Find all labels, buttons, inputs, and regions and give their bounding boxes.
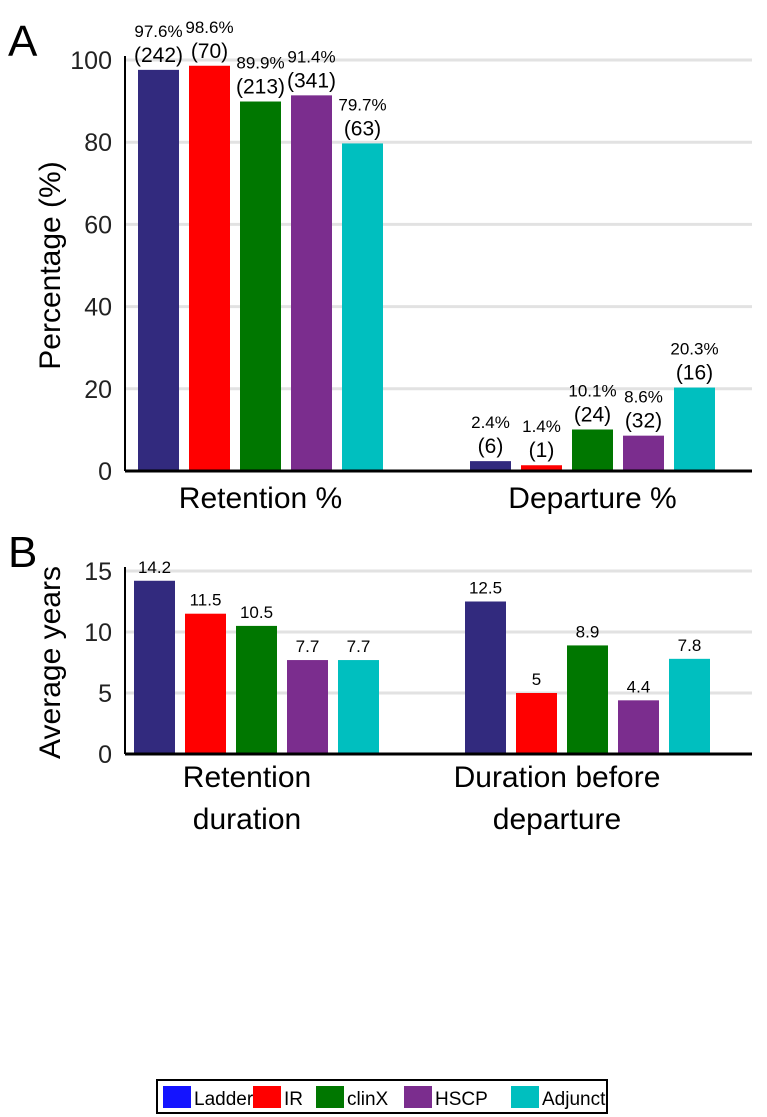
y-tick-label: 40 (84, 294, 112, 322)
category-label: Retention % (179, 482, 342, 515)
y-tick-label: 20 (84, 376, 112, 404)
data-label-count: (341) (287, 69, 336, 92)
y-tick-label: 10 (84, 619, 112, 647)
bar (338, 660, 379, 754)
bar (291, 95, 332, 471)
legend-swatch (511, 1086, 539, 1108)
data-label-count: (1) (529, 439, 555, 462)
data-label: 4.4 (627, 677, 651, 696)
category-label: duration (193, 803, 301, 836)
y-axis-label: Percentage (%) (34, 161, 67, 369)
data-label: 11.5 (190, 591, 222, 610)
bar (618, 700, 659, 754)
data-label-percent: 97.6% (134, 22, 182, 41)
data-label-percent: 98.6% (185, 18, 233, 37)
legend-swatch (316, 1086, 344, 1108)
y-tick-label: 80 (84, 129, 112, 157)
data-label-count: (70) (191, 40, 228, 63)
bar (287, 660, 328, 754)
bar (669, 658, 710, 754)
legend-label: clinX (347, 1089, 389, 1110)
y-tick-label: 0 (98, 741, 112, 769)
data-label: 14.2 (138, 558, 171, 577)
data-label-percent: 1.4% (522, 417, 561, 436)
bar (465, 601, 506, 754)
panel-letter: B (8, 528, 37, 577)
legend-swatch (253, 1086, 281, 1108)
data-label-count: (32) (625, 410, 662, 433)
bar (521, 465, 562, 471)
bar (623, 435, 664, 471)
y-axis-label: Average years (34, 566, 67, 759)
data-label: 8.9 (576, 622, 600, 641)
data-label: 7.7 (347, 637, 371, 656)
legend: Ladder IR clinX HSCP Adjunct (156, 1079, 608, 1114)
data-label-count: (6) (478, 435, 504, 458)
legend-swatch (163, 1086, 191, 1108)
legend-swatch (404, 1086, 432, 1108)
bar (189, 65, 230, 471)
bar (470, 461, 511, 471)
category-label: Departure % (508, 482, 676, 515)
data-label-count: (63) (344, 117, 381, 140)
y-tick-label: 0 (98, 458, 112, 486)
category-label: departure (493, 803, 621, 836)
y-tick-label: 60 (84, 211, 112, 239)
data-label-percent: 89.9% (236, 54, 284, 73)
data-label-count: (24) (574, 403, 611, 426)
legend-label: IR (284, 1089, 303, 1110)
data-label-count: (242) (134, 44, 183, 67)
data-label-percent: 79.7% (338, 95, 386, 114)
bar (516, 693, 557, 754)
y-tick-label: 100 (70, 47, 112, 75)
bar (342, 143, 383, 472)
data-label: 7.8 (678, 636, 702, 655)
data-label-percent: 8.6% (624, 388, 663, 407)
legend-label: Ladder (194, 1089, 254, 1110)
bar (674, 387, 715, 471)
y-tick-label: 15 (84, 558, 112, 586)
data-label-count: (213) (236, 76, 285, 99)
panel-b: B 0 5 10 15 Average years 14.2 11.5 10.5 7.7 7.7 12… (8, 528, 752, 836)
data-label: 10.5 (240, 603, 273, 622)
y-tick-label: 5 (98, 680, 112, 708)
data-label-percent: 2.4% (471, 413, 510, 432)
data-label-count: (16) (676, 362, 713, 385)
bar (134, 580, 175, 754)
category-label: Duration before (454, 761, 661, 794)
bar (185, 613, 226, 754)
data-label: 7.7 (296, 637, 320, 656)
data-label: 12.5 (469, 579, 502, 598)
category-label: Retention (183, 761, 311, 794)
panel-a: A 0 20 40 60 80 100 Percentage (%) 97.6% (242)98.… (8, 17, 752, 515)
data-label-percent: 91.4% (287, 47, 335, 66)
data-label: 5 (532, 670, 541, 689)
bar (138, 69, 179, 471)
legend-label: Adjunct (542, 1089, 606, 1110)
bar (240, 101, 281, 472)
legend-label: HSCP (435, 1089, 488, 1110)
panel-letter: A (8, 17, 38, 66)
bar (567, 645, 608, 754)
bar (236, 625, 277, 754)
bar (572, 429, 613, 471)
data-label-percent: 20.3% (670, 340, 718, 359)
data-label-percent: 10.1% (568, 381, 616, 400)
